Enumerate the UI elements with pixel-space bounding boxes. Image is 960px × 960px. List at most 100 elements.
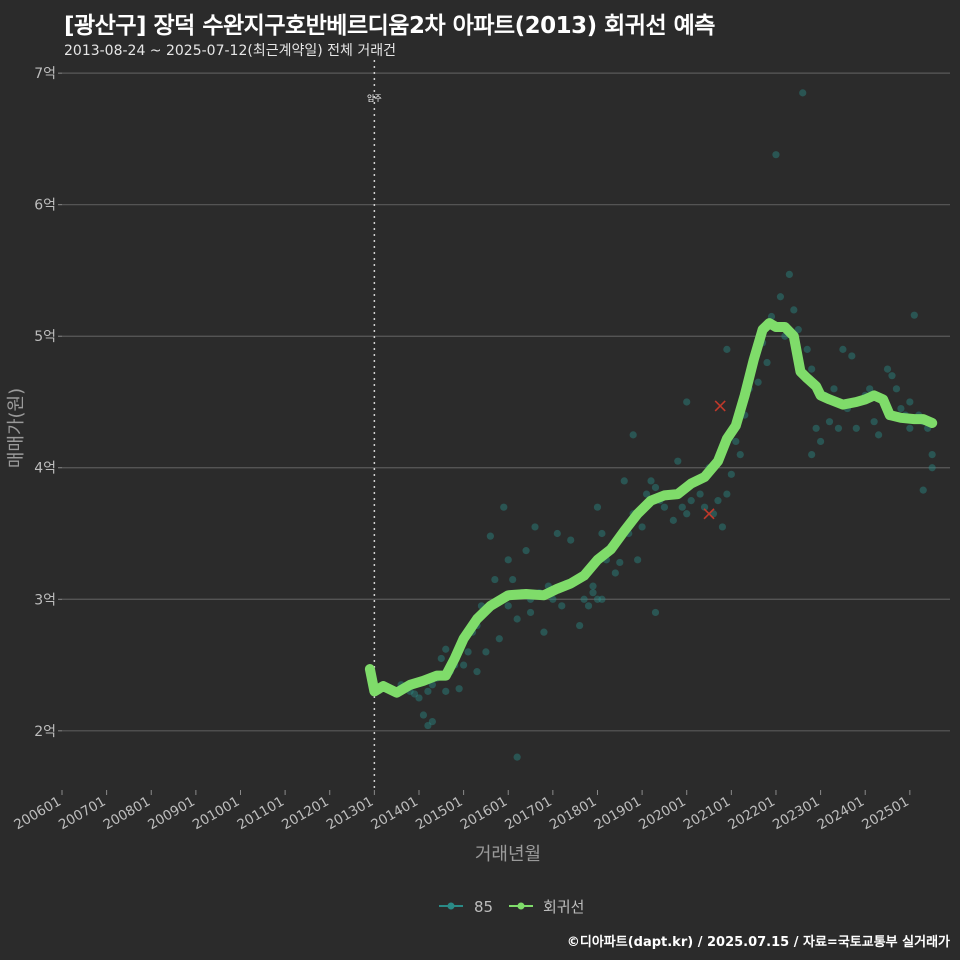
chart-subtitle: 2013-08-24 ~ 2025-07-12(최근계약일) 전체 거래건: [64, 43, 396, 59]
y-tick-label: 3억: [34, 592, 56, 608]
scatter-point: [410, 690, 419, 698]
y-tick-label: 2억: [34, 724, 56, 740]
x-tick-label: 201601: [458, 794, 511, 834]
scatter-point: [799, 89, 807, 97]
outlier-stroke: [703, 508, 715, 520]
scatter-point: [906, 424, 914, 432]
scatter-point: [424, 721, 432, 730]
scatter-point: [687, 497, 695, 505]
scatter-point: [714, 497, 722, 505]
scatter-point: [928, 450, 936, 459]
scatter-point: [888, 372, 896, 380]
scatter-point: [852, 424, 860, 432]
scatter-point: [460, 661, 468, 669]
scatter-point: [567, 536, 575, 544]
x-tick-label: 202101: [681, 794, 734, 834]
scatter-point: [919, 486, 927, 494]
y-axis: 2억 3억 4억 5억 6억 7억: [34, 66, 62, 740]
scatter-point: [866, 385, 874, 393]
x-tick-label: 201701: [502, 794, 555, 834]
scatter-point: [669, 516, 677, 524]
scatter-point: [500, 503, 508, 511]
scatter-point: [928, 464, 936, 472]
scatter-point: [558, 602, 566, 610]
scatter-point: [513, 615, 521, 623]
scatter-point: [464, 648, 472, 656]
x-tick-label: 202001: [636, 794, 689, 834]
scatter-point: [870, 418, 878, 426]
scatter-point: [678, 503, 686, 511]
scatter-point: [683, 398, 691, 406]
scatter-point: [772, 151, 780, 159]
x-tick-label: 202401: [815, 794, 868, 834]
scatter-point: [509, 575, 517, 584]
scatter-point: [794, 326, 802, 334]
scatter-point: [910, 311, 918, 319]
scatter-point: [437, 654, 445, 663]
scatter-point: [598, 529, 606, 538]
scatter-point: [611, 569, 619, 577]
scatter-point: [736, 450, 744, 459]
scatter-point: [727, 470, 735, 478]
scatter-point: [513, 753, 521, 761]
x-tick-label: 202501: [859, 794, 912, 834]
scatter-point: [428, 718, 436, 726]
scatter-point: [651, 608, 660, 617]
scatter-point: [629, 431, 637, 439]
scatter-point: [647, 477, 655, 485]
scatter-point: [674, 457, 682, 465]
y-axis-title: 매매가(원): [6, 388, 27, 468]
x-axis-title: 거래년월: [475, 844, 541, 865]
outlier-marker: [703, 508, 715, 520]
x-tick-label: 201501: [413, 794, 466, 834]
outlier-marker: [714, 400, 726, 412]
scatter-point: [723, 345, 731, 353]
scatter-point: [839, 345, 847, 353]
scatter-point: [718, 523, 727, 531]
scatter-point: [808, 450, 816, 459]
legend: 85 회귀선: [439, 898, 584, 916]
scatter-point: [580, 595, 588, 603]
scatter-point: [616, 558, 624, 567]
footer-credit: ©디아파트(dapt.kr) / 2025.07.15 / 자료=국토교통부 실…: [566, 935, 950, 950]
x-tick-label: 201001: [190, 794, 243, 834]
scatter-point: [634, 556, 642, 564]
annotation-layer: 입주: [367, 60, 382, 790]
chart-title: [광산구] 장덕 수완지구호반베르디움2차 아파트(2013) 회귀선 예측: [64, 13, 715, 39]
x-tick-label: 201401: [368, 794, 421, 834]
scatter-point: [763, 358, 771, 367]
move-in-marker-label: 입주: [367, 94, 382, 103]
scatter-point: [415, 694, 423, 702]
scatter-point: [723, 490, 731, 498]
x-tick-label: 200601: [11, 794, 64, 834]
x-tick-label: 201201: [279, 794, 332, 834]
scatter-point: [732, 437, 740, 446]
scatter-point: [424, 687, 432, 695]
scatter-point: [455, 685, 463, 693]
scatter-point: [638, 523, 646, 531]
scatter-point: [875, 431, 883, 439]
outlier-stroke: [714, 400, 726, 412]
legend-regression-dot: [517, 902, 525, 910]
x-tick-label: 201101: [234, 794, 287, 834]
scatter-point: [754, 378, 762, 386]
scatter-point: [491, 575, 499, 584]
scatter-point: [473, 668, 481, 676]
scatter-point: [683, 510, 691, 518]
x-tick-label: 201901: [591, 794, 644, 834]
x-tick-label: 200801: [101, 794, 154, 834]
legend-scatter-dot: [447, 902, 455, 910]
legend-regression-label: 회귀선: [543, 898, 584, 916]
x-tick-label: 201801: [547, 794, 600, 834]
scatter-point: [526, 608, 535, 617]
y-tick-label: 7억: [34, 66, 56, 82]
scatter-point: [486, 532, 494, 540]
x-tick-label: 202201: [725, 794, 778, 834]
scatter-point: [808, 365, 816, 373]
y-tick-label: 5억: [34, 329, 56, 345]
scatter-point: [812, 424, 820, 432]
scatter-point: [504, 602, 512, 610]
scatter-point: [776, 293, 785, 301]
scatter-point: [696, 490, 704, 498]
scatter-point: [549, 595, 557, 603]
